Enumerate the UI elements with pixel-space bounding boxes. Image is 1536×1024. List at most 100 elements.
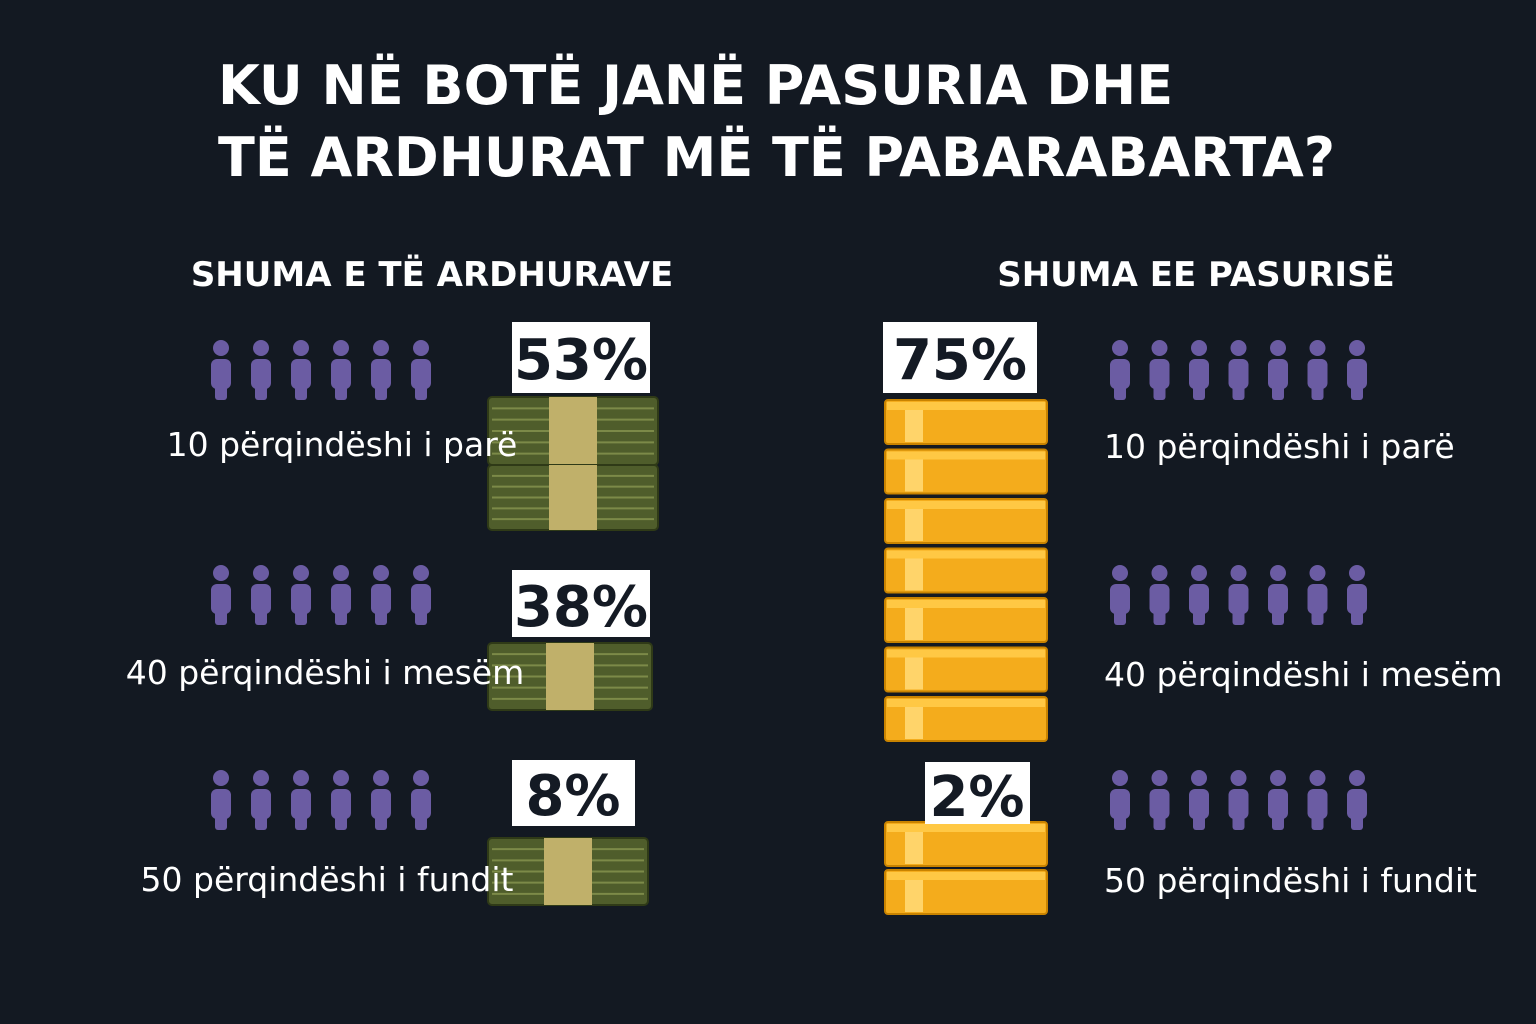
person-legs [1193, 605, 1205, 625]
person-legs [1232, 380, 1245, 400]
person-head [1349, 565, 1365, 581]
person-icon [1347, 565, 1367, 625]
person-head [293, 340, 309, 356]
money-stack [487, 396, 659, 466]
gold-bar [884, 547, 1048, 594]
person-legs [1311, 605, 1324, 625]
person-legs [1232, 810, 1245, 830]
person-legs [375, 380, 387, 400]
person-legs [295, 605, 307, 625]
group-label: 10 përqindëshi i parë [1104, 427, 1455, 466]
person-legs [415, 380, 427, 400]
person-icon [371, 770, 391, 830]
gold-bar-body [884, 498, 1048, 544]
share: 53% [514, 328, 648, 393]
person-icon [411, 565, 431, 625]
person-head [413, 565, 429, 581]
gold-bar [884, 646, 1048, 693]
person-icon [1110, 565, 1130, 625]
person-icon [1268, 565, 1288, 625]
person-legs [295, 380, 307, 400]
person-icon [251, 340, 271, 400]
person-head [1270, 770, 1286, 786]
person-icon [1110, 340, 1130, 400]
person-head [1112, 565, 1128, 581]
person-icon [371, 340, 391, 400]
gold-bar-shine [905, 872, 923, 912]
person-head [1270, 565, 1286, 581]
gold-bar-top [887, 402, 1045, 410]
person-icon [331, 340, 351, 400]
person-legs [1193, 810, 1205, 830]
gold-bar [884, 448, 1048, 495]
person-head [1191, 770, 1207, 786]
person-head [1191, 340, 1207, 356]
person-head [253, 565, 269, 581]
person-head [213, 340, 229, 356]
person-icon [291, 565, 311, 625]
person-icon [331, 770, 351, 830]
person-legs [1311, 810, 1324, 830]
section-heading: SHUMA EE PASURISË [997, 254, 1395, 295]
person-head [293, 565, 309, 581]
money-band [546, 643, 594, 710]
person-icon [1347, 770, 1367, 830]
person-head [1151, 770, 1168, 786]
money-band [544, 838, 592, 905]
person-head [1309, 770, 1326, 786]
person-icon [1110, 770, 1130, 830]
person-head [1112, 770, 1128, 786]
person-legs [1153, 605, 1166, 625]
share-box [512, 760, 635, 826]
gold-bar-shine [905, 649, 923, 690]
person-icon [291, 340, 311, 400]
person-icon [251, 770, 271, 830]
person-head [293, 770, 309, 786]
person-icon [1189, 340, 1209, 400]
person-head [1230, 770, 1247, 786]
person-head [1309, 340, 1326, 356]
share-box [925, 762, 1030, 824]
person-icon [1347, 340, 1367, 400]
money-band [549, 465, 597, 530]
gold-bar-top [887, 824, 1045, 832]
share-box [512, 570, 650, 637]
gold-bar [884, 869, 1048, 915]
person-icon [1189, 565, 1209, 625]
person-icon [1307, 340, 1328, 400]
person-legs [255, 380, 267, 400]
person-legs [1232, 605, 1245, 625]
share: 38% [514, 575, 648, 640]
person-head [1112, 340, 1128, 356]
person-legs [1153, 380, 1166, 400]
person-legs [1351, 380, 1363, 400]
person-head [333, 770, 349, 786]
person-head [213, 565, 229, 581]
person-icon [411, 340, 431, 400]
group-label: 10 përqindëshi i parë [167, 425, 518, 464]
person-head [1151, 340, 1168, 356]
person-head [333, 565, 349, 581]
gold-bar-shine [905, 451, 923, 492]
share: 75% [893, 328, 1027, 393]
person-legs [1272, 810, 1284, 830]
person-head [213, 770, 229, 786]
person-head [1230, 565, 1247, 581]
person-head [1151, 565, 1168, 581]
gold-bar-top [887, 649, 1045, 658]
person-head [253, 770, 269, 786]
money-band [549, 397, 597, 465]
gold-bar-shine [905, 824, 923, 864]
gold-bar-top [887, 872, 1045, 880]
gold-bar [884, 597, 1048, 643]
person-icon [1307, 565, 1328, 625]
person-legs [415, 605, 427, 625]
gold-bar-top [887, 501, 1045, 509]
person-head [1349, 340, 1365, 356]
person-icon [371, 565, 391, 625]
gold-bar-top [887, 451, 1045, 460]
person-legs [1114, 380, 1126, 400]
person-icon [411, 770, 431, 830]
gold-bar-body [884, 696, 1048, 742]
